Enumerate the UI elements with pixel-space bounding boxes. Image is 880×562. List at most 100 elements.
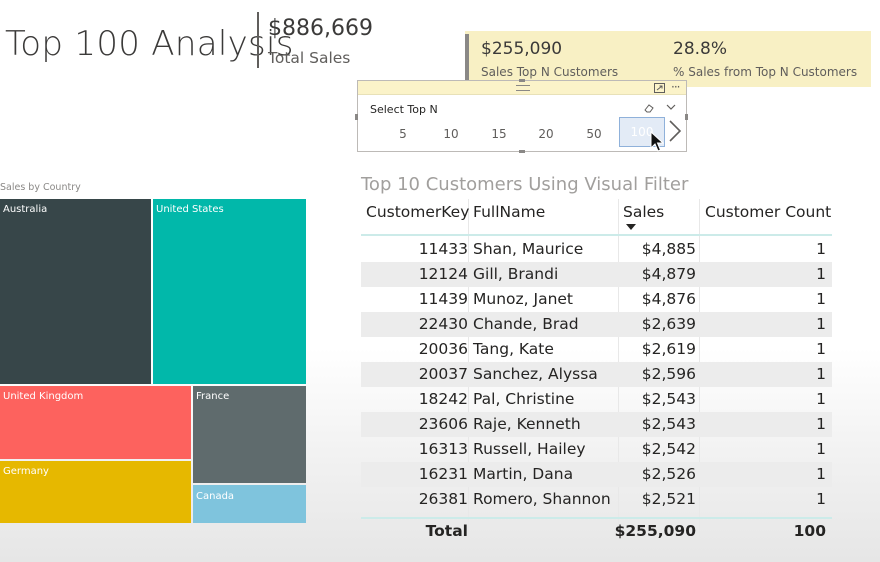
cell-customer-count: 1 [816,440,826,458]
sort-descending-icon[interactable] [626,224,636,230]
total-sales: $255,090 [614,522,696,540]
resize-handle-top[interactable] [519,79,525,82]
cell-customerkey: 23606 [418,415,468,433]
cell-customerkey: 11439 [418,290,468,308]
cell-fullname: Tang, Kate [473,340,554,358]
cell-fullname: Chande, Brad [473,315,579,333]
table-row[interactable]: 11439 Munoz, Janet $4,876 1 [361,287,832,312]
cell-customerkey: 12124 [418,265,468,283]
cell-sales: $2,543 [641,390,696,408]
slicer-option-15[interactable]: 15 [491,127,507,141]
table-row[interactable]: 20037 Sanchez, Alyssa $2,596 1 [361,362,832,387]
cell-customer-count: 1 [816,290,826,308]
treemap-tile-united-states[interactable]: United States [153,199,306,384]
cell-sales: $2,526 [641,465,696,483]
cell-sales: $2,542 [641,440,696,458]
kpi-card[interactable] [465,31,871,87]
tile-label: United Kingdom [3,391,84,402]
column-header-customerkey[interactable]: CustomerKey [366,203,470,221]
total-divider [361,517,832,519]
cell-customerkey: 22430 [418,315,468,333]
cell-customerkey: 20036 [418,340,468,358]
cell-fullname: Pal, Christine [473,390,575,408]
total-label: Total [425,522,468,540]
slicer-option-20[interactable]: 20 [538,127,554,141]
cell-customerkey: 11433 [418,240,468,258]
treemap-tile-united-kingdom[interactable]: United Kingdom [0,386,191,459]
cell-sales: $2,521 [641,490,696,508]
pct-sales-label: % Sales from Top N Customers [673,65,858,79]
slicer-option-5[interactable]: 5 [399,127,407,141]
cell-fullname: Gill, Brandi [473,265,559,283]
slicer-title: Select Top N [370,103,438,116]
table-total-row: Total $255,090 100 [361,519,832,545]
column-header-customer-count[interactable]: Customer Count [705,203,832,221]
treemap-tile-australia[interactable]: Australia [0,199,151,384]
table-row[interactable]: 16313 Russell, Hailey $2,542 1 [361,437,832,462]
table-row[interactable]: 23606 Raje, Kenneth $2,543 1 [361,412,832,437]
tile-label: Australia [3,204,48,215]
focus-mode-icon[interactable] [654,83,665,96]
sales-top-n-value: $255,090 [481,39,563,59]
slicer-header-bar[interactable] [358,81,686,95]
total-sales-value: $886,669 [268,16,373,41]
cell-fullname: Raje, Kenneth [473,415,581,433]
tile-label: Canada [196,491,235,502]
cell-fullname: Munoz, Janet [473,290,574,308]
table-row[interactable]: 20036 Tang, Kate $2,619 1 [361,337,832,362]
cell-customer-count: 1 [816,415,826,433]
chevron-down-icon[interactable] [666,103,676,114]
slicer-option-10[interactable]: 10 [443,127,459,141]
cell-customer-count: 1 [816,265,826,283]
table-row[interactable]: 11433 Shan, Maurice $4,885 1 [361,237,832,262]
tile-label: France [196,391,230,402]
cell-fullname: Russell, Hailey [473,440,586,458]
treemap-title: Sales by Country [0,182,81,193]
cell-sales: $2,543 [641,415,696,433]
resize-handle-right[interactable] [685,114,688,120]
cell-customerkey: 20037 [418,365,468,383]
resize-handle-left[interactable] [355,114,358,120]
kpi-card-accent [465,34,469,81]
table-row[interactable]: 22430 Chande, Brad $2,639 1 [361,312,832,337]
chevron-right-icon[interactable] [668,119,682,147]
cell-sales: $4,885 [641,240,696,258]
cell-customerkey: 18242 [418,390,468,408]
table-row[interactable]: 12124 Gill, Brandi $4,879 1 [361,262,832,287]
cell-customer-count: 1 [816,240,826,258]
table-row[interactable]: 16231 Martin, Dana $2,526 1 [361,462,832,487]
eraser-icon[interactable] [644,103,655,116]
total-sales-label: Total Sales [268,49,351,67]
cell-fullname: Martin, Dana [473,465,574,483]
page-title: Top 100 Analysis [5,24,294,64]
cell-customer-count: 1 [816,490,826,508]
sales-top-n-label: Sales Top N Customers [481,65,619,79]
cell-customerkey: 16313 [418,440,468,458]
cell-fullname: Shan, Maurice [473,240,584,258]
table-row[interactable]: 18242 Pal, Christine $2,543 1 [361,387,832,412]
tile-label: United States [156,204,224,215]
column-header-fullname[interactable]: FullName [473,203,546,221]
table-row[interactable]: 26381 Romero, Shannon $2,521 1 [361,487,832,512]
total-count: 100 [793,522,826,540]
more-options-icon[interactable]: ··· [671,80,681,94]
tile-label: Germany [3,466,49,477]
cell-fullname: Romero, Shannon [473,490,611,508]
table-title: Top 10 Customers Using Visual Filter [361,174,689,195]
top-n-slicer[interactable]: ··· Select Top N 5 10 15 20 50 100 [357,80,687,152]
slicer-option-50[interactable]: 50 [586,127,602,141]
cell-customer-count: 1 [816,315,826,333]
cell-sales: $4,879 [641,265,696,283]
resize-handle-bottom[interactable] [519,150,525,153]
cell-customer-count: 1 [816,340,826,358]
treemap-tile-canada[interactable]: Canada [193,485,306,523]
cell-sales: $4,876 [641,290,696,308]
treemap-tile-germany[interactable]: Germany [0,461,191,523]
cell-customer-count: 1 [816,465,826,483]
cell-customer-count: 1 [816,390,826,408]
cell-sales: $2,639 [641,315,696,333]
drag-grip-icon[interactable] [516,85,530,91]
treemap-tile-france[interactable]: France [193,386,306,483]
column-header-sales[interactable]: Sales [623,203,665,221]
cell-customerkey: 26381 [418,490,468,508]
